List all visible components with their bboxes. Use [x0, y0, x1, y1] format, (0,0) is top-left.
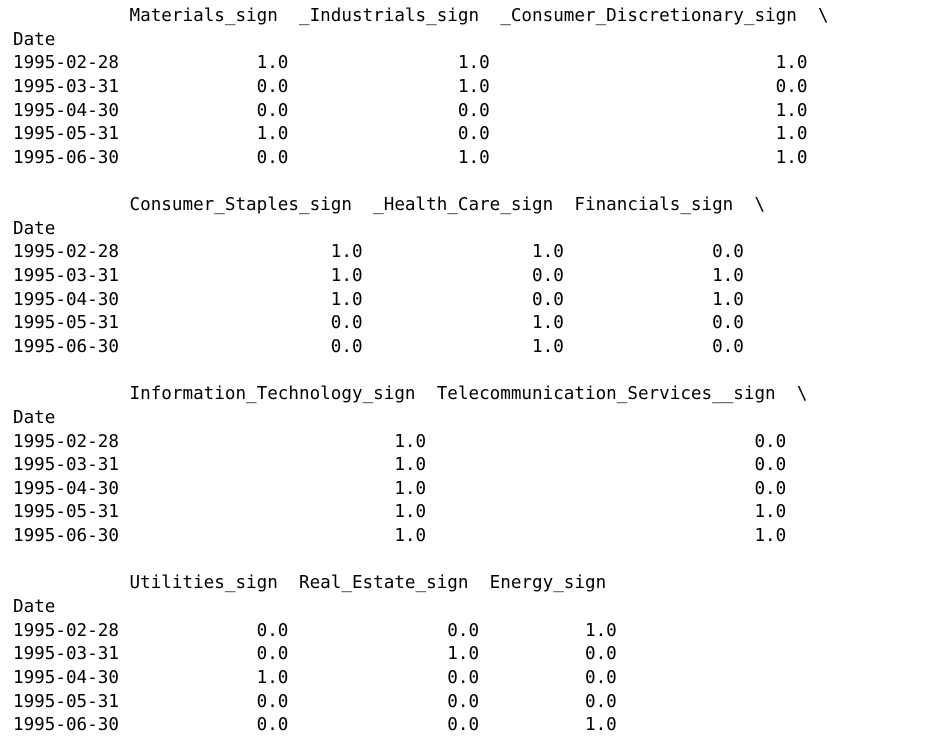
dataframe-output: Materials_sign _Industrials_sign _Consum…	[13, 5, 829, 738]
block-2-row-4: 1995-05-31 0.0 1.0 0.0	[13, 313, 744, 334]
block-2-row-3: 1995-04-30 1.0 0.0 1.0	[13, 289, 744, 310]
block-4-header: Utilities_sign Real_Estate_sign Energy_s…	[13, 573, 607, 594]
block-2-header: Consumer_Staples_sign _Health_Care_sign …	[13, 195, 766, 216]
blank-line	[13, 170, 829, 194]
block-2-row-1: 1995-02-28 1.0 1.0 0.0	[13, 242, 744, 263]
block-4-row-5: 1995-06-30 0.0 0.0 1.0	[13, 715, 617, 736]
block-3-row-3: 1995-04-30 1.0 0.0	[13, 478, 787, 499]
block-4-index-name: Date	[13, 597, 56, 618]
block-4-row-3: 1995-04-30 1.0 0.0 0.0	[13, 667, 617, 688]
block-3-header: Information_Technology_sign Telecommunic…	[13, 384, 808, 405]
block-1-row-4: 1995-05-31 1.0 0.0 1.0	[13, 124, 808, 145]
block-3-row-4: 1995-05-31 1.0 1.0	[13, 502, 787, 523]
block-2-index-name: Date	[13, 218, 56, 239]
block-2-row-2: 1995-03-31 1.0 0.0 1.0	[13, 266, 744, 287]
block-3-row-5: 1995-06-30 1.0 1.0	[13, 526, 787, 547]
block-1-row-5: 1995-06-30 0.0 1.0 1.0	[13, 147, 808, 168]
block-1-row-3: 1995-04-30 0.0 0.0 1.0	[13, 100, 808, 121]
block-1-row-2: 1995-03-31 0.0 1.0 0.0	[13, 76, 808, 97]
block-3-index-name: Date	[13, 407, 56, 428]
block-1-header: Materials_sign _Industrials_sign _Consum…	[13, 6, 829, 26]
block-4-row-4: 1995-05-31 0.0 0.0 0.0	[13, 691, 617, 712]
block-2-row-5: 1995-06-30 0.0 1.0 0.0	[13, 336, 744, 357]
blank-line	[13, 360, 829, 384]
block-4-row-1: 1995-02-28 0.0 0.0 1.0	[13, 620, 617, 641]
block-1-row-1: 1995-02-28 1.0 1.0 1.0	[13, 53, 808, 74]
blank-line	[13, 549, 829, 573]
block-4-row-2: 1995-03-31 0.0 1.0 0.0	[13, 644, 617, 665]
block-3-row-2: 1995-03-31 1.0 0.0	[13, 455, 787, 476]
block-3-row-1: 1995-02-28 1.0 0.0	[13, 431, 787, 452]
block-1-index-name: Date	[13, 29, 56, 50]
